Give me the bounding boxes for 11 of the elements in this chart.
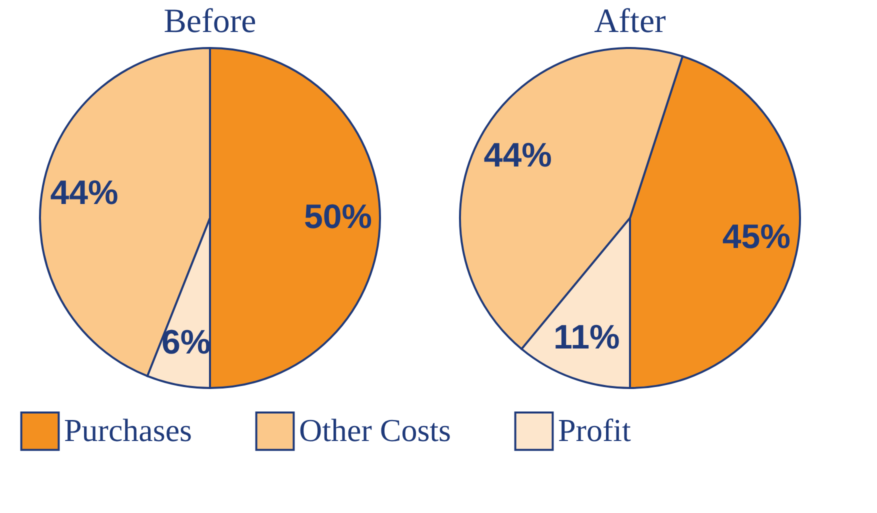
chart-title: Before bbox=[164, 3, 256, 40]
data-label: 44% bbox=[50, 174, 118, 212]
legend-label: Other Costs bbox=[299, 412, 451, 448]
legend-label: Purchases bbox=[64, 412, 192, 448]
legend-label: Profit bbox=[558, 412, 631, 448]
data-label: 44% bbox=[484, 136, 552, 174]
data-label: 50% bbox=[304, 198, 372, 236]
data-label: 45% bbox=[722, 218, 790, 256]
data-label: 6% bbox=[161, 324, 211, 362]
data-label: 11% bbox=[554, 318, 620, 356]
chart-title: After bbox=[594, 3, 667, 40]
